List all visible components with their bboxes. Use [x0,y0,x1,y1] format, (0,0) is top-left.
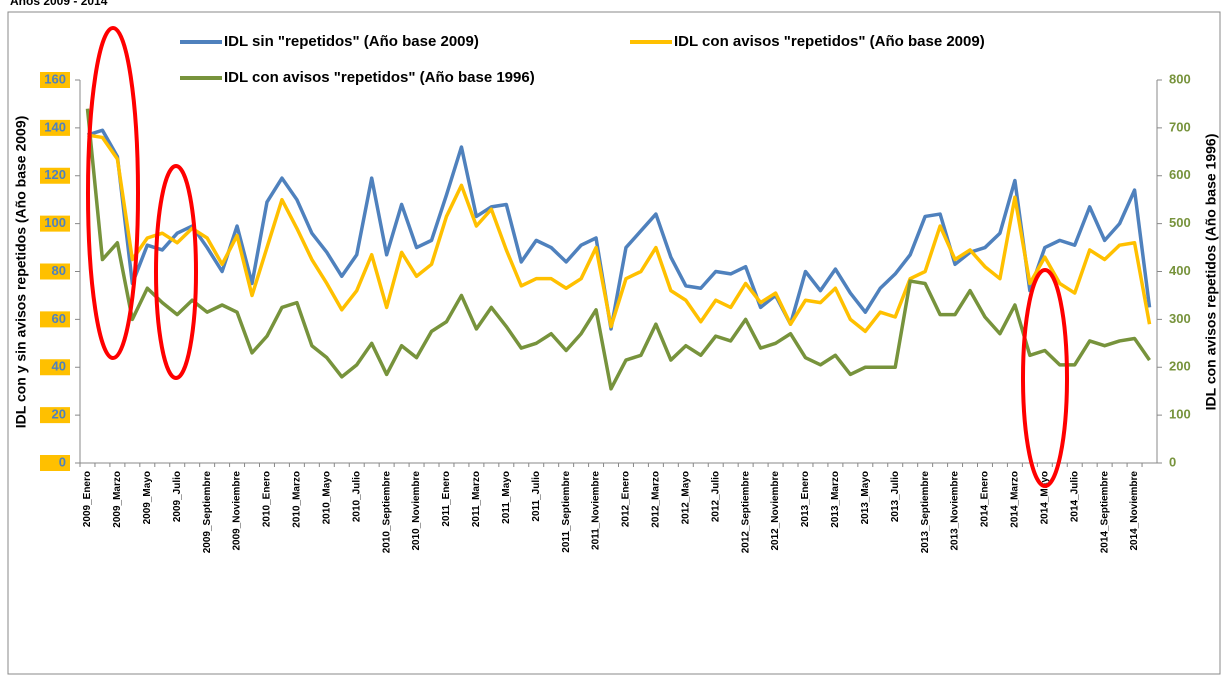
x-tick-label: 2009_Marzo [112,471,123,528]
x-tick-label: 2014_Noviembre [1129,471,1140,551]
y-tick-label: 0 [59,454,66,469]
x-tick-label: 2012_Mayo [680,471,691,524]
x-tick-label: 2009_Enero [82,471,93,527]
y-tick-label: 100 [44,215,66,230]
x-tick-label: 2012_Noviembre [770,471,781,551]
y-tick-label: 40 [52,359,66,374]
y2-tick-label: 300 [1169,311,1191,326]
legend-label: IDL con avisos "repetidos" (Año base 199… [224,69,535,86]
legend-label: IDL con avisos "repetidos" (Año base 200… [674,33,985,50]
y-tick-label: 120 [44,167,66,182]
y-tick-label: 60 [52,311,66,326]
x-tick-label: 2011_Mayo [501,471,512,524]
x-tick-label: 2010_Enero [262,471,273,527]
x-tick-label: 2014_Septiembre [1099,471,1110,554]
y-tick-label: 140 [44,119,66,134]
x-tick-label: 2013_Septiembre [920,471,931,554]
tick-label-bg [40,263,70,280]
x-tick-label: 2012_Septiembre [740,471,751,554]
x-tick-label: 2012_Julio [710,471,721,522]
x-tick-label: 2013_Noviembre [950,471,961,551]
highlight-ellipse [86,26,140,360]
y2-tick-label: 400 [1169,263,1191,278]
x-tick-label: 2014_Julio [1069,471,1080,522]
x-tick-label: 2010_Julio [351,471,362,522]
subtitle: Años 2009 - 2014 [10,0,108,8]
plot: 0 20 40 60 80 100 120 140 160 0 100 200 300 400 500 600… [40,71,1191,553]
highlight-ellipse [1021,268,1069,488]
tick-label-bg [40,311,70,328]
x-tick-label: 2011_Marzo [471,471,482,527]
tick-label-bg [40,119,70,136]
x-tick-label: 2009_Julio [172,471,183,522]
annotations [86,26,1069,488]
tick-label-bg [40,215,70,232]
x-tick-label: 2013_Marzo [830,471,841,528]
y2-tick-label: 100 [1169,407,1191,422]
x-tick-label: 2010_Marzo [292,471,303,528]
x-tick-label: 2013_Julio [890,471,901,522]
legend-label: IDL sin "repetidos" (Año base 2009) [224,33,479,50]
y2-axis-title: IDL con avisos repetidos (Año base 1996) [1203,134,1219,411]
y2-tick-label: 0 [1169,454,1176,469]
x-tick-label: 2010_Septiembre [381,471,392,554]
tick-label-bg [40,167,70,184]
x-tick-label: 2010_Mayo [321,471,332,524]
x-tick-label: 2011_Enero [441,471,452,527]
chart-frame [7,11,1221,675]
x-tick-label: 2013_Enero [800,471,811,527]
tick-label-bg [40,407,70,424]
y2-tick-label: 700 [1169,119,1191,134]
x-tick-label: 2010_Noviembre [411,471,422,551]
tick-label-bg [40,72,70,88]
x-tick-label: 2009_Septiembre [202,471,213,554]
y-tick-label: 160 [44,71,66,86]
x-tick-label: 2011_Julio [531,471,542,522]
x-tick-label: 2014_Mayo [1039,471,1050,524]
y2-tick-label: 200 [1169,359,1191,374]
x-tick-label: 2014_Marzo [1010,471,1021,528]
tick-label-bg [40,359,70,376]
x-tick-label: 2009_Mayo [142,471,153,524]
series-line [87,133,1152,334]
y2-tick-label: 500 [1169,215,1191,230]
x-tick-label: 2009_Noviembre [232,471,243,551]
y2-tick-label: 800 [1169,71,1191,86]
y2-tick-label: 600 [1169,167,1191,182]
tick-label-bg [40,455,70,471]
x-tick-label: 2012_Enero [621,471,632,527]
x-tick-label: 2011_Noviembre [591,471,602,550]
x-tick-label: 2013_Mayo [860,471,871,524]
x-tick-label: 2011_Septiembre [561,471,572,553]
highlight-ellipse [154,164,198,380]
x-tick-label: 2014_Enero [980,471,991,527]
y-tick-label: 80 [52,263,66,278]
x-tick-label: 2012_Marzo [651,471,662,528]
series-line [85,108,1151,391]
y-tick-label: 20 [52,407,66,422]
y-axis-title: IDL con y sin avisos repetidos (Año base… [13,116,29,429]
